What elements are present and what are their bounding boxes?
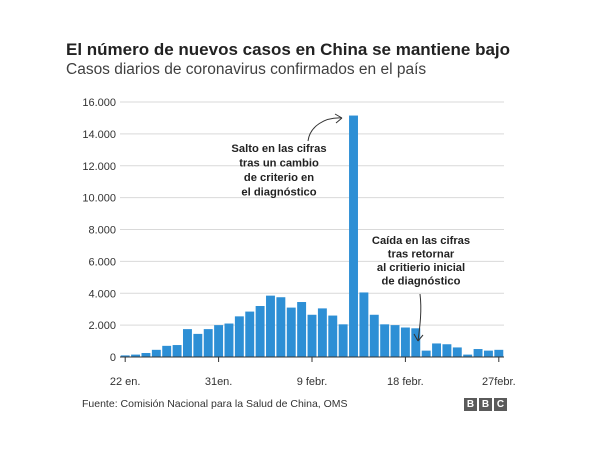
y-tick-label: 2.000 (88, 320, 116, 332)
source-note: Fuente: Comisión Nacional para la Salud … (82, 398, 348, 410)
bar (369, 314, 379, 357)
bar (328, 315, 338, 357)
bar (162, 345, 172, 357)
gridlines (120, 101, 504, 326)
annotations: Salto en las cifras tras un cambio de crit… (231, 113, 470, 342)
bar (286, 307, 296, 357)
annotation-line: el diagnóstico (241, 187, 316, 199)
x-tick-label: 22 en. (110, 376, 141, 388)
bar (245, 311, 255, 357)
bar (400, 327, 410, 357)
arrowhead (413, 333, 424, 342)
bar (463, 354, 473, 357)
logo-letter: C (494, 398, 507, 411)
bars (120, 115, 504, 357)
chart-title: El número de nuevos casos en China se ma… (66, 40, 511, 59)
bar (421, 350, 431, 357)
chart-subtitle: Casos diarios de coronavirus confirmados… (66, 61, 427, 78)
bar (203, 329, 213, 357)
bar (390, 325, 400, 357)
bbc-logo: B B C (464, 398, 507, 411)
y-tick-label: 6.000 (88, 256, 116, 268)
x-tick-label: 31en. (205, 376, 233, 388)
annotation-text: Caída en las cifras tras retornar al criti… (372, 235, 470, 288)
x-tick-label: 9 febr. (297, 376, 328, 388)
bar (411, 328, 421, 357)
bar (151, 349, 161, 357)
y-tick-label: 4.000 (88, 288, 116, 300)
y-tick-label: 0 (110, 352, 116, 364)
bar (182, 329, 192, 357)
bar (317, 308, 327, 357)
annotation-text: Salto en las cifras tras un cambio de crit… (231, 143, 326, 199)
x-tick-label: 18 febr. (387, 376, 424, 388)
bar (483, 350, 493, 357)
annotation-line: de diagnóstico (382, 276, 461, 288)
bar (214, 325, 224, 357)
bar (494, 349, 504, 357)
y-axis-ticks: 0 2.000 4.000 6.000 8.000 10.000 12.000 14.000 1… (82, 97, 116, 364)
annotation-arrow (417, 293, 422, 342)
bar (473, 349, 483, 357)
bar (224, 323, 234, 357)
arrowhead (334, 113, 343, 124)
y-tick-label: 8.000 (88, 225, 116, 237)
bar (120, 355, 130, 357)
bar (234, 316, 244, 357)
y-tick-label: 16.000 (82, 97, 116, 109)
annotation-line: de criterio en (244, 172, 314, 184)
logo-letter: B (464, 398, 477, 411)
y-tick-label: 12.000 (82, 161, 116, 173)
x-tick-label: 27febr. (482, 376, 516, 388)
annotation-line: Salto en las cifras (231, 143, 326, 155)
annotation-line: al critierio inicial (377, 262, 465, 274)
bar (131, 354, 141, 357)
bar (297, 302, 307, 357)
bar (255, 306, 265, 357)
bar (266, 295, 275, 357)
bar (442, 344, 452, 357)
annotation-line: tras un cambio (239, 158, 319, 170)
y-tick-label: 10.000 (82, 193, 116, 205)
bar (338, 324, 348, 357)
bar (452, 347, 462, 357)
annotation-arrow (307, 117, 343, 142)
bar (432, 343, 442, 357)
bar (307, 314, 317, 357)
bar (141, 353, 151, 357)
x-axis-ticks: 22 en. 31en. 9 febr. 18 febr. 27febr. (110, 357, 516, 388)
bar (380, 324, 390, 357)
bar (193, 333, 203, 357)
bar (276, 297, 286, 357)
logo-letter: B (479, 398, 492, 411)
bar (172, 345, 182, 357)
bar (349, 115, 358, 357)
annotation-line: tras retornar (388, 249, 455, 261)
y-tick-label: 14.000 (82, 129, 116, 141)
bar (359, 292, 369, 357)
annotation-line: Caída en las cifras (372, 235, 470, 247)
